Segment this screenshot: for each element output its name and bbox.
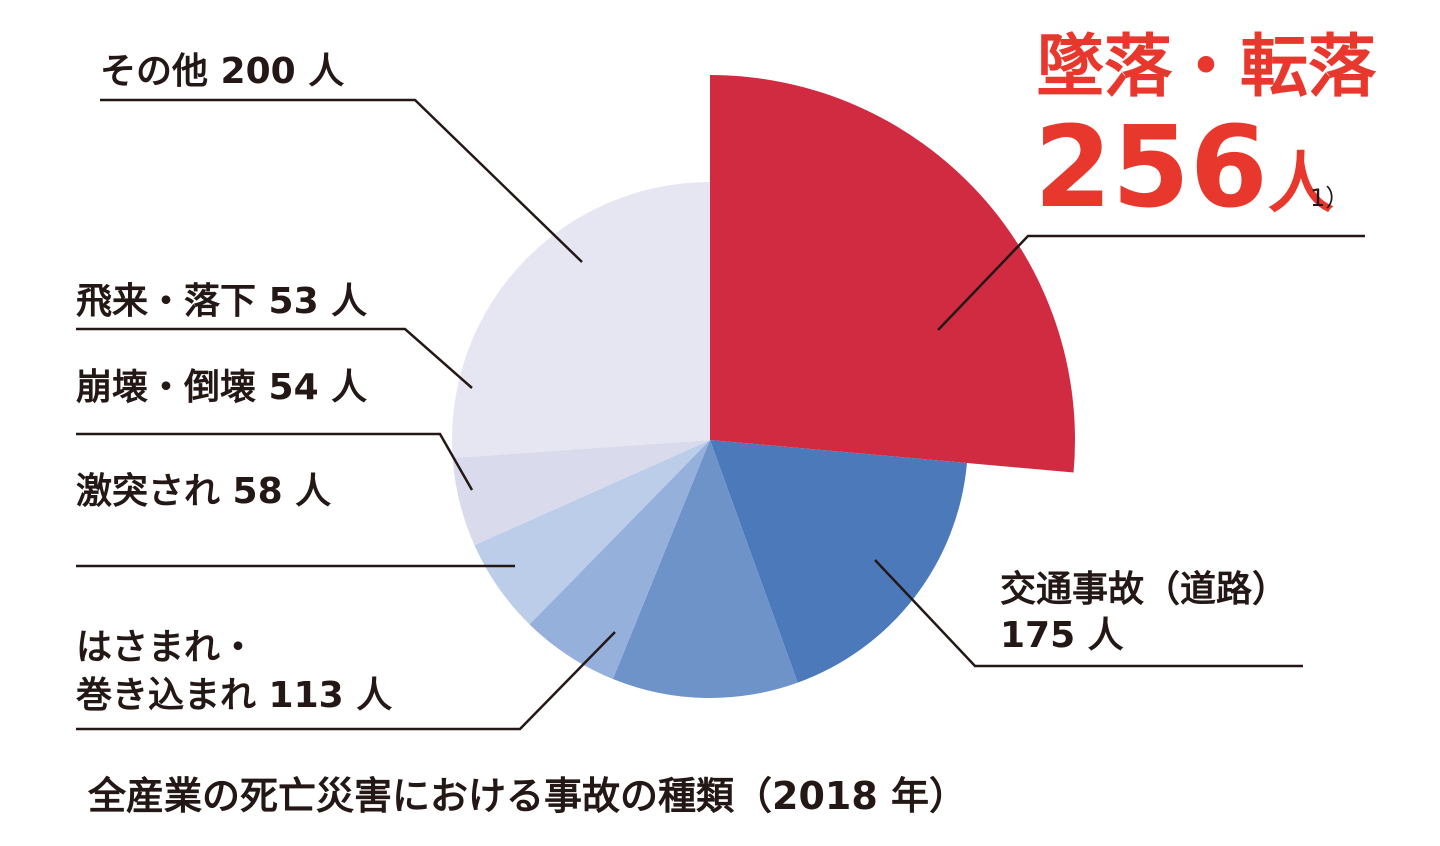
collapse-label: 崩壊・倒壊 54 人 xyxy=(76,367,368,408)
fall-value: 256 xyxy=(1034,103,1268,233)
pie-slices xyxy=(452,75,1075,699)
leader-line-flying-falling xyxy=(76,327,473,389)
chart-title: 全産業の死亡災害における事故の種類（2018 年） xyxy=(88,774,967,818)
traffic-category-label: 交通事故（道路） xyxy=(1000,569,1289,610)
fall-footnote: 1） xyxy=(1310,184,1350,212)
pie-slice-fall xyxy=(710,75,1075,473)
flying-falling-label: 飛来・落下 53 人 xyxy=(76,281,368,322)
struck-label: 激突され 58 人 xyxy=(76,471,332,512)
leader-line-collapse xyxy=(76,432,474,491)
fall-value-label: 256人 xyxy=(1034,110,1334,242)
leader-lines xyxy=(76,98,1365,731)
fall-unit: 人 xyxy=(1267,145,1334,222)
fall-category-label: 墜落・転落 xyxy=(1036,28,1377,107)
caught-label-line2: 巻き込まれ 113 人 xyxy=(76,675,393,716)
leader-line-fall xyxy=(937,234,1365,331)
pie-slice-other xyxy=(461,182,710,440)
pie-slice-unlabeled xyxy=(529,440,710,680)
leader-line-caught xyxy=(76,631,616,731)
traffic-value-label: 175 人 xyxy=(1000,615,1124,656)
caught-label-line1: はさまれ・ xyxy=(76,627,257,668)
leader-line-traffic xyxy=(874,559,1303,668)
pie-slice-traffic xyxy=(710,440,967,683)
pie-slice-struck xyxy=(474,440,710,625)
pie-slice-caught xyxy=(612,440,798,699)
pie-slice-flying-falling xyxy=(452,370,710,458)
other-label: その他 200 人 xyxy=(100,51,345,92)
pie-slice-collapse xyxy=(452,440,710,546)
leader-line-other xyxy=(100,98,583,263)
